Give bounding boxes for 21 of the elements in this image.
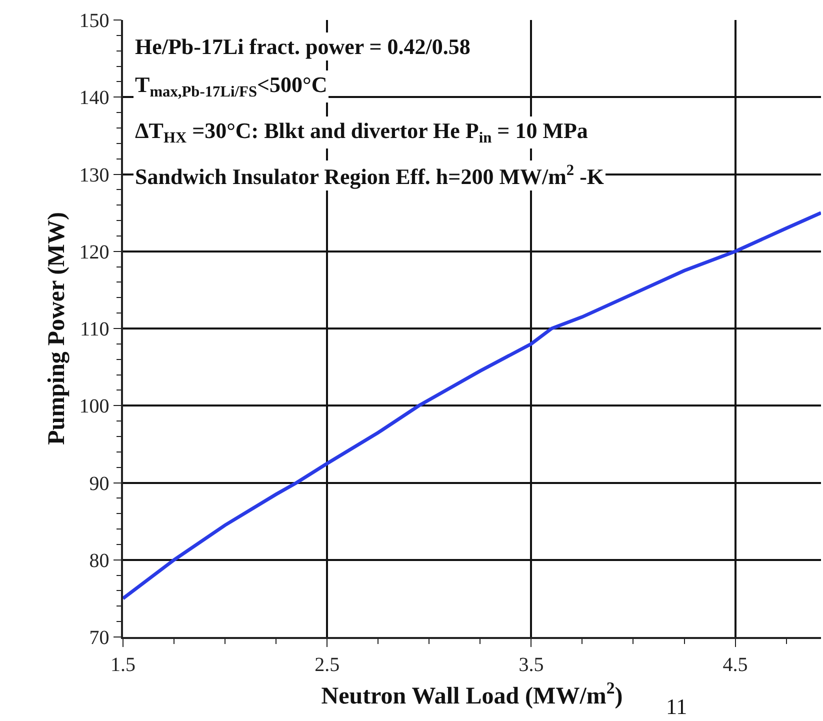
y-tick-label: 90 [89,472,110,495]
line-series [123,211,821,600]
x-tick-label: 2.5 [314,654,340,676]
x-tick-label: 3.5 [518,654,544,676]
y-tick-label: 110 [80,318,110,340]
y-tick-label: 130 [79,164,110,186]
x-tick-label: 4.5 [722,654,748,676]
annotation: ΔT$_{HX}$ =30°C: Blkt and divertor He P$_{in}$ = 10 MPa [135,118,588,147]
annotation: He/Pb-17Li fract. power = 0.42/0.58 [135,34,470,59]
y-tick-label: 100 [79,396,110,418]
x-axis-title: Neutron Wall Load (MW/m$^{2}$) [321,678,623,710]
y-tick-label: 140 [79,87,110,110]
x-tick-label: 1.5 [110,654,136,676]
annotation: Sandwich Insulator Region Eff. h=200 MW/m$^{2}$ -K [135,162,604,190]
y-tick-label: 80 [89,550,110,572]
text: 11 [666,694,688,719]
y-tick-label: 120 [79,241,110,264]
y-tick-label: 70 [89,627,110,649]
y-tick-label: 150 [79,10,110,32]
annotation: T$_{max,Pb-17Li/FS}$<500°C [135,72,328,101]
y-axis-title: Pumping Power (MW) [44,212,70,445]
